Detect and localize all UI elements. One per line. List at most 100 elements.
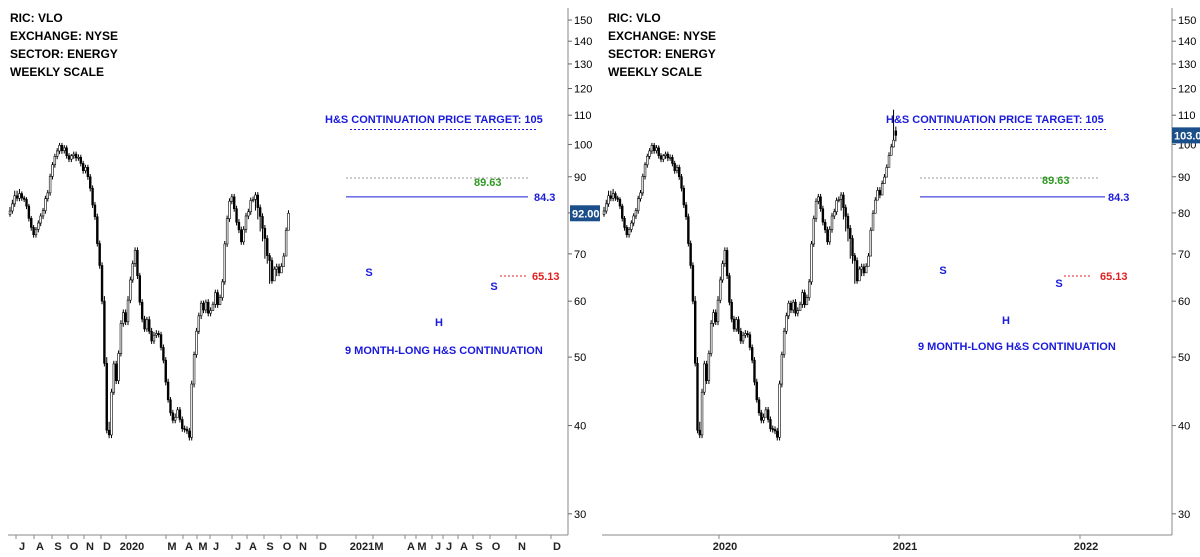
candle xyxy=(616,195,619,202)
candle-body-down xyxy=(694,300,697,364)
candle-body-up xyxy=(284,229,288,257)
candle xyxy=(719,276,722,304)
candle-body-up xyxy=(112,363,116,393)
candle-body-down xyxy=(270,260,274,282)
last-price-badge xyxy=(1172,127,1200,144)
candle xyxy=(150,327,153,344)
candle-body-up xyxy=(209,310,212,314)
candle xyxy=(207,299,210,317)
x-tick-label: 2021 xyxy=(350,541,374,553)
candle-body-down xyxy=(696,363,699,431)
x-tick-label: J xyxy=(446,541,452,553)
candle-body-up xyxy=(39,215,42,224)
candle xyxy=(159,331,163,351)
candle-body-down xyxy=(851,238,854,256)
candle xyxy=(228,198,231,222)
candle-body-down xyxy=(268,255,271,261)
candle-body-up xyxy=(796,310,799,314)
candle-body-up xyxy=(787,302,790,317)
candle-body-up xyxy=(275,266,278,270)
candle xyxy=(199,300,203,320)
candle-body-up xyxy=(814,200,818,220)
candle-body-up xyxy=(8,210,12,215)
candle xyxy=(773,426,777,435)
candle-body-up xyxy=(51,164,54,177)
candle-body-down xyxy=(74,153,78,159)
candle xyxy=(209,307,212,317)
candle-body-up xyxy=(251,199,255,201)
candle xyxy=(657,145,660,159)
y-tick-label: 140 xyxy=(1178,36,1196,48)
candle-body-down xyxy=(115,363,118,381)
candle-body-down xyxy=(98,243,101,266)
candle xyxy=(117,350,120,385)
candle-body-down xyxy=(705,363,708,381)
candle xyxy=(140,299,144,323)
candle-body-down xyxy=(240,229,243,243)
candle-body-up xyxy=(110,391,113,436)
candle-body-up xyxy=(225,218,229,245)
candle xyxy=(675,164,679,174)
candle xyxy=(842,192,845,220)
candle-body-up xyxy=(195,330,198,355)
candle-body-up xyxy=(830,215,834,230)
candle-body-down xyxy=(855,260,859,282)
candle xyxy=(126,296,130,326)
candle-body-down xyxy=(183,428,186,430)
candle-body-up xyxy=(887,155,891,168)
candle-body-down xyxy=(100,265,104,302)
candle xyxy=(858,266,861,282)
candle xyxy=(11,199,14,214)
candle xyxy=(216,289,219,308)
y-tick-label: 80 xyxy=(1178,208,1190,220)
candle xyxy=(835,197,838,215)
candle xyxy=(89,174,92,192)
candle xyxy=(22,195,26,202)
candle xyxy=(133,247,137,267)
candle xyxy=(753,357,756,386)
candle-body-down xyxy=(140,301,144,320)
candle xyxy=(230,193,234,205)
candle xyxy=(171,409,175,424)
candle xyxy=(680,174,683,192)
x-tick-label: A xyxy=(36,541,44,553)
candle-body-up xyxy=(117,353,120,381)
candle-body-down xyxy=(698,429,701,436)
candle-body-down xyxy=(618,199,622,207)
candle-body-up xyxy=(18,193,21,199)
candle xyxy=(614,191,617,201)
candle-body-up xyxy=(833,211,836,217)
candle-body-down xyxy=(751,347,754,361)
candle-body-down xyxy=(79,156,83,164)
x-tick-label: N xyxy=(86,541,94,553)
candle-body-down xyxy=(746,333,749,335)
candle xyxy=(131,260,134,283)
candle xyxy=(716,296,720,326)
candle xyxy=(794,299,797,317)
candle-body-up xyxy=(785,315,788,332)
last-price-label: 103.0 xyxy=(1174,130,1200,142)
candle-body-up xyxy=(890,146,893,156)
y-tick-label: 150 xyxy=(574,15,592,27)
x-tick-label: A xyxy=(249,541,257,553)
candle xyxy=(74,151,78,162)
y-tick-label: 120 xyxy=(1178,83,1196,95)
candle xyxy=(821,205,825,226)
x-tick-label: O xyxy=(283,541,292,553)
y-tick-label: 100 xyxy=(574,139,592,151)
candle xyxy=(803,289,806,308)
candle-body-down xyxy=(846,216,850,229)
candle xyxy=(696,357,699,434)
candle xyxy=(707,350,711,385)
candle-body-down xyxy=(821,208,825,223)
pattern-label: 9 MONTH-LONG H&S CONTINUATION xyxy=(345,345,543,357)
candle xyxy=(723,247,727,267)
candle xyxy=(51,162,54,180)
y-tick-label: 50 xyxy=(1178,352,1190,364)
target-label: H&S CONTINUATION PRICE TARGET: 105 xyxy=(886,114,1104,126)
candle-body-down xyxy=(732,318,736,330)
candle xyxy=(218,294,222,306)
candle-body-up xyxy=(197,315,200,332)
candle xyxy=(851,235,854,264)
candle xyxy=(728,272,731,306)
